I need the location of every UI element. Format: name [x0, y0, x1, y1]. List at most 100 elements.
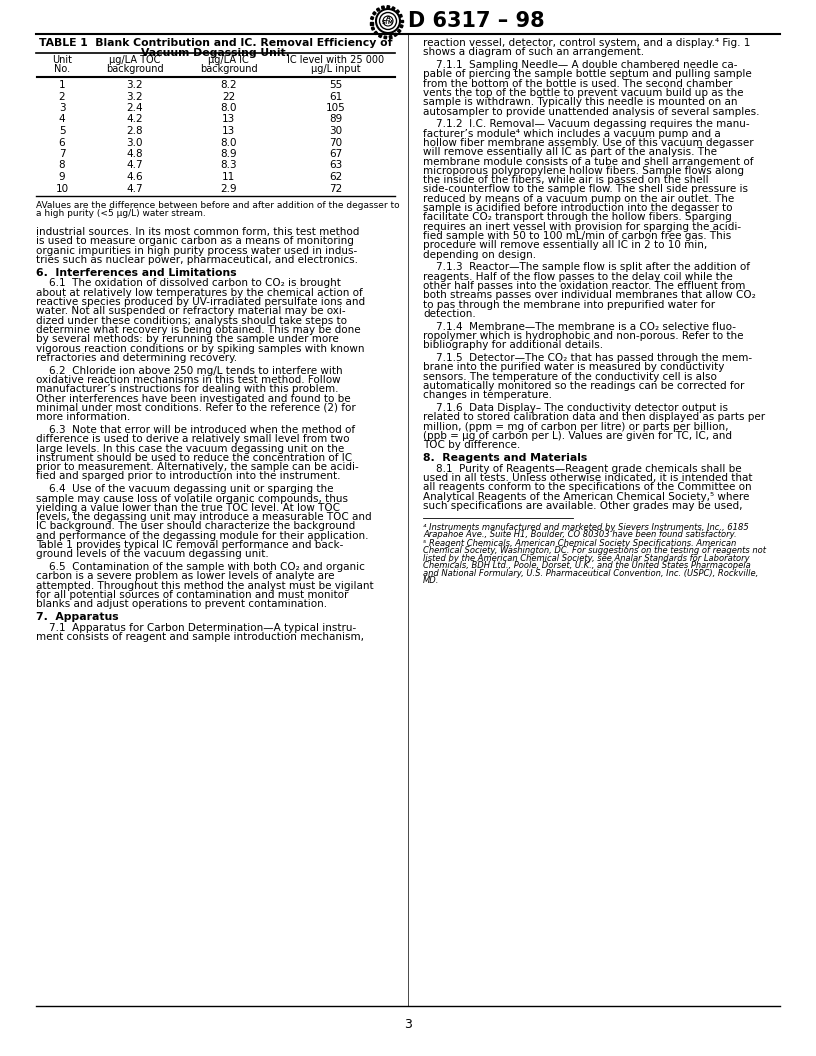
Text: yielding a value lower than the true TOC level. At low TOC: yielding a value lower than the true TOC…	[36, 503, 340, 513]
Text: minimal under most conditions. Refer to the reference (2) for: minimal under most conditions. Refer to …	[36, 403, 356, 413]
Text: 3.2: 3.2	[126, 80, 143, 90]
Text: µg/L input: µg/L input	[311, 64, 361, 74]
Text: 7.1  Apparatus for Carbon Determination—A typical instru-: 7.1 Apparatus for Carbon Determination—A…	[36, 623, 357, 633]
Text: facturer’s module⁴ which includes a vacuum pump and a: facturer’s module⁴ which includes a vacu…	[423, 129, 721, 138]
Text: 4: 4	[59, 114, 65, 125]
Text: 8.0: 8.0	[220, 137, 237, 148]
Text: side-counterflow to the sample flow. The shell side pressure is: side-counterflow to the sample flow. The…	[423, 185, 748, 194]
Text: reactive species produced by UV-irradiated persulfate ions and: reactive species produced by UV-irradiat…	[36, 297, 365, 307]
Text: listed by the American Chemical Society, see Analar Standards for Laboratory: listed by the American Chemical Society,…	[423, 554, 750, 563]
Text: to pas through the membrane into prepurified water for: to pas through the membrane into prepuri…	[423, 300, 715, 309]
Text: automatically monitored so the readings can be corrected for: automatically monitored so the readings …	[423, 381, 744, 391]
Text: 2.9: 2.9	[220, 184, 237, 193]
Text: 7: 7	[59, 149, 65, 159]
Text: more information.: more information.	[36, 412, 131, 422]
Bar	[375, 32, 378, 35]
Text: reagents. Half of the flow passes to the delay coil while the: reagents. Half of the flow passes to the…	[423, 271, 733, 282]
Text: 13: 13	[222, 126, 235, 136]
Text: 6.3  Note that error will be introduced when the method of: 6.3 Note that error will be introduced w…	[36, 425, 355, 435]
Text: about at relatively low temperatures by the chemical action of: about at relatively low temperatures by …	[36, 288, 363, 298]
Text: water. Not all suspended or refractory material may be oxi-: water. Not all suspended or refractory m…	[36, 306, 346, 317]
Text: dized under these conditions; analysts should take steps to: dized under these conditions; analysts s…	[36, 316, 347, 325]
Text: fied and sparged prior to introduction into the instrument.: fied and sparged prior to introduction i…	[36, 471, 340, 482]
Text: a high purity (<5 µg/L) water stream.: a high purity (<5 µg/L) water stream.	[36, 209, 206, 218]
Text: 2: 2	[59, 92, 65, 101]
Text: vents the top of the bottle to prevent vacuum build up as the: vents the top of the bottle to prevent v…	[423, 88, 743, 98]
Text: large levels. In this case the vacuum degassing unit on the: large levels. In this case the vacuum de…	[36, 444, 344, 454]
Text: procedure will remove essentially all IC in 2 to 10 min,: procedure will remove essentially all IC…	[423, 241, 707, 250]
Text: 70: 70	[329, 137, 342, 148]
Text: will remove essentially all IC as part of the analysis. The: will remove essentially all IC as part o…	[423, 147, 717, 157]
Text: ⁵ Reagent Chemicals, American Chemical Society Specifications. American: ⁵ Reagent Chemicals, American Chemical S…	[423, 539, 736, 548]
Text: 2.8: 2.8	[126, 126, 143, 136]
Text: 7.1.6  Data Display– The conductivity detector output is: 7.1.6 Data Display– The conductivity det…	[423, 403, 728, 413]
Text: (ppb = µg of carbon per L). Values are given for TC, IC, and: (ppb = µg of carbon per L). Values are g…	[423, 431, 732, 441]
Bar	[389, 36, 392, 38]
Text: 4.2: 4.2	[126, 114, 143, 125]
Text: prior to measurement. Alternatively, the sample can be acidi-: prior to measurement. Alternatively, the…	[36, 463, 359, 472]
Bar	[396, 10, 399, 14]
Text: used in all tests. Unless otherwise indicated, it is intended that: used in all tests. Unless otherwise indi…	[423, 473, 752, 484]
Bar	[371, 27, 375, 30]
Text: requires an inert vessel with provision for sparging the acidi-: requires an inert vessel with provision …	[423, 222, 741, 231]
Text: 89: 89	[329, 114, 342, 125]
Text: facilitate CO₂ transport through the hollow fibers. Sparging: facilitate CO₂ transport through the hol…	[423, 212, 732, 223]
Text: 6.  Interferences and Limitations: 6. Interferences and Limitations	[36, 268, 237, 278]
Text: 4.7: 4.7	[126, 161, 143, 170]
Text: AValues are the difference between before and after addition of the degasser to: AValues are the difference between befor…	[36, 201, 400, 210]
Text: sample is withdrawn. Typically this needle is mounted on an: sample is withdrawn. Typically this need…	[423, 97, 738, 108]
Text: 6: 6	[59, 137, 65, 148]
Text: membrane module consists of a tube and shell arrangement of: membrane module consists of a tube and s…	[423, 156, 753, 167]
Text: 67: 67	[329, 149, 342, 159]
Bar	[397, 30, 401, 33]
Text: carbon is a severe problem as lower levels of analyte are: carbon is a severe problem as lower leve…	[36, 571, 335, 582]
Bar	[387, 5, 390, 8]
Text: 4.6: 4.6	[126, 172, 143, 182]
Text: µg/LA IC: µg/LA IC	[208, 55, 249, 65]
Text: A: A	[386, 17, 390, 21]
Text: 105: 105	[326, 103, 345, 113]
Bar	[370, 22, 373, 24]
Text: sample may cause loss of volatile organic compounds, thus: sample may cause loss of volatile organi…	[36, 493, 348, 504]
Text: refractories and determining recovery.: refractories and determining recovery.	[36, 353, 237, 363]
Text: 8: 8	[59, 161, 65, 170]
Text: Arapahoe Ave., Suite H1, Boulder, CO 80303 have been found satisfactory.: Arapahoe Ave., Suite H1, Boulder, CO 803…	[423, 530, 737, 540]
Text: and performance of the degassing module for their application.: and performance of the degassing module …	[36, 531, 369, 541]
Text: 2.4: 2.4	[126, 103, 143, 113]
Text: TOC by difference.: TOC by difference.	[423, 440, 521, 450]
Text: related to stored calibration data and then displayed as parts per: related to stored calibration data and t…	[423, 413, 765, 422]
Text: 7.1.1  Sampling Needle— A double chambered needle ca-: 7.1.1 Sampling Needle— A double chambere…	[423, 60, 738, 70]
Text: 55: 55	[329, 80, 342, 90]
Text: Unit: Unit	[52, 55, 72, 65]
Bar	[373, 12, 376, 15]
Text: depending on design.: depending on design.	[423, 249, 536, 260]
Text: organic impurities in high purity process water used in indus-: organic impurities in high purity proces…	[36, 246, 357, 256]
Text: autosampler to provide unattended analysis of several samples.: autosampler to provide unattended analys…	[423, 107, 760, 116]
Text: microporous polypropylene hollow fibers. Sample flows along: microporous polypropylene hollow fibers.…	[423, 166, 744, 176]
Text: 7.1.5  Detector—The CO₂ that has passed through the mem-: 7.1.5 Detector—The CO₂ that has passed t…	[423, 353, 752, 363]
Text: 3: 3	[59, 103, 65, 113]
Text: 7.1.3  Reactor—The sample flow is split after the addition of: 7.1.3 Reactor—The sample flow is split a…	[423, 262, 750, 272]
Text: 8.3: 8.3	[220, 161, 237, 170]
Text: hollow fiber membrane assembly. Use of this vacuum degasser: hollow fiber membrane assembly. Use of t…	[423, 138, 754, 148]
Text: such specifications are available. Other grades may be used,: such specifications are available. Other…	[423, 502, 743, 511]
Text: 9: 9	[59, 172, 65, 182]
Text: ropolymer which is hydrophobic and non-porous. Refer to the: ropolymer which is hydrophobic and non-p…	[423, 331, 743, 341]
Bar	[399, 15, 402, 17]
Text: Chemicals, BDH Ltd., Poole, Dorset, U.K., and the United States Pharmacopeia: Chemicals, BDH Ltd., Poole, Dorset, U.K.…	[423, 562, 751, 570]
Bar	[401, 20, 403, 22]
Text: STM: STM	[382, 20, 394, 25]
Text: ⁴ Instruments manufactured and marketed by Sievers Instruments, Inc., 6185: ⁴ Instruments manufactured and marketed …	[423, 523, 749, 532]
Text: 3.2: 3.2	[126, 92, 143, 101]
Text: sample is acidified before introduction into the degasser to: sample is acidified before introduction …	[423, 203, 733, 213]
Text: µg/LA TOC: µg/LA TOC	[109, 55, 160, 65]
Text: million, (ppm = mg of carbon per litre) or parts per billion,: million, (ppm = mg of carbon per litre) …	[423, 421, 729, 432]
Text: 61: 61	[329, 92, 342, 101]
Text: vigorous reaction conditions or by spiking samples with known: vigorous reaction conditions or by spiki…	[36, 343, 365, 354]
Text: 5: 5	[59, 126, 65, 136]
Text: 6.4  Use of the vacuum degassing unit or sparging the: 6.4 Use of the vacuum degassing unit or …	[36, 485, 334, 494]
Text: other half passes into the oxidation reactor. The effluent from: other half passes into the oxidation rea…	[423, 281, 745, 291]
Bar	[394, 33, 397, 36]
Text: difference is used to derive a relatively small level from two: difference is used to derive a relativel…	[36, 434, 349, 445]
Text: 10: 10	[55, 184, 69, 193]
